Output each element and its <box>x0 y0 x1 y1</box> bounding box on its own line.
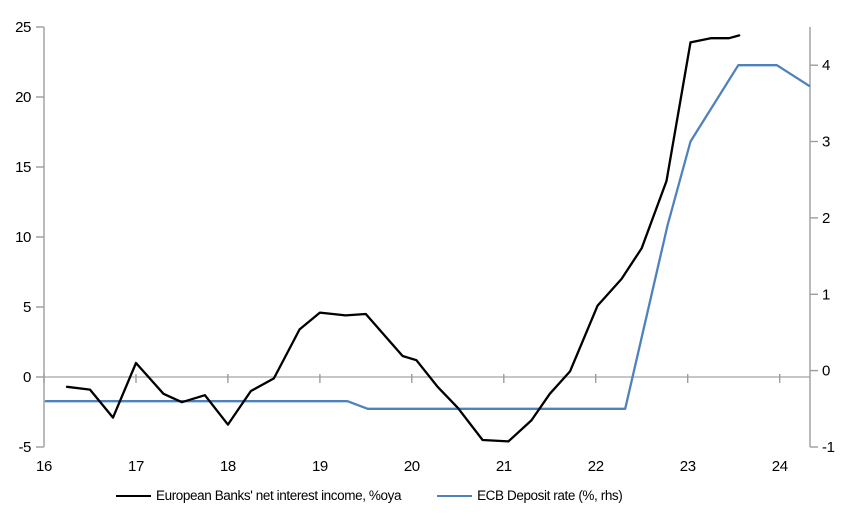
right-axis-tick-label: 0 <box>822 363 830 380</box>
chart-legend: European Banks' net interest income, %oy… <box>116 488 623 503</box>
legend-label-nii: European Banks' net interest income, %oy… <box>156 488 402 503</box>
x-axis-tick-label: 17 <box>128 458 144 475</box>
nii-series-line <box>65 34 741 443</box>
deposit-rate-series-line <box>44 64 811 410</box>
legend-item-deposit: ECB Deposit rate (%, rhs) <box>437 488 623 503</box>
left-axis-tick-label: 20 <box>15 89 31 106</box>
left-axis-tick-label: 25 <box>15 19 31 36</box>
x-axis-tick-label: 16 <box>36 458 52 475</box>
x-axis-tick-label: 20 <box>404 458 420 475</box>
left-axis-tick-label: 5 <box>23 299 31 316</box>
right-axis-tick-label: -1 <box>822 439 835 456</box>
right-axis-tick-label: 2 <box>822 210 830 227</box>
left-axis-tick-label: 10 <box>15 229 31 246</box>
left-axis-tick-label: 15 <box>15 159 31 176</box>
left-axis-tick-label: 0 <box>23 369 31 386</box>
left-axis-tick-label: -5 <box>18 439 31 456</box>
x-axis-tick-label: 23 <box>680 458 696 475</box>
legend-item-nii: European Banks' net interest income, %oy… <box>116 488 401 503</box>
x-axis-tick-label: 24 <box>772 458 788 475</box>
nii-line-sample <box>116 494 151 497</box>
legend-label-deposit: ECB Deposit rate (%, rhs) <box>477 488 623 503</box>
right-axis-tick-label: 4 <box>822 57 830 74</box>
x-axis-tick-label: 22 <box>588 458 604 475</box>
x-axis-tick-label: 19 <box>312 458 328 475</box>
deposit-line-sample <box>437 494 473 497</box>
x-axis-tick-label: 18 <box>220 458 236 475</box>
right-axis-tick-label: 3 <box>822 134 830 151</box>
x-axis-tick-label: 21 <box>496 458 512 475</box>
right-axis-tick-label: 1 <box>822 286 830 303</box>
